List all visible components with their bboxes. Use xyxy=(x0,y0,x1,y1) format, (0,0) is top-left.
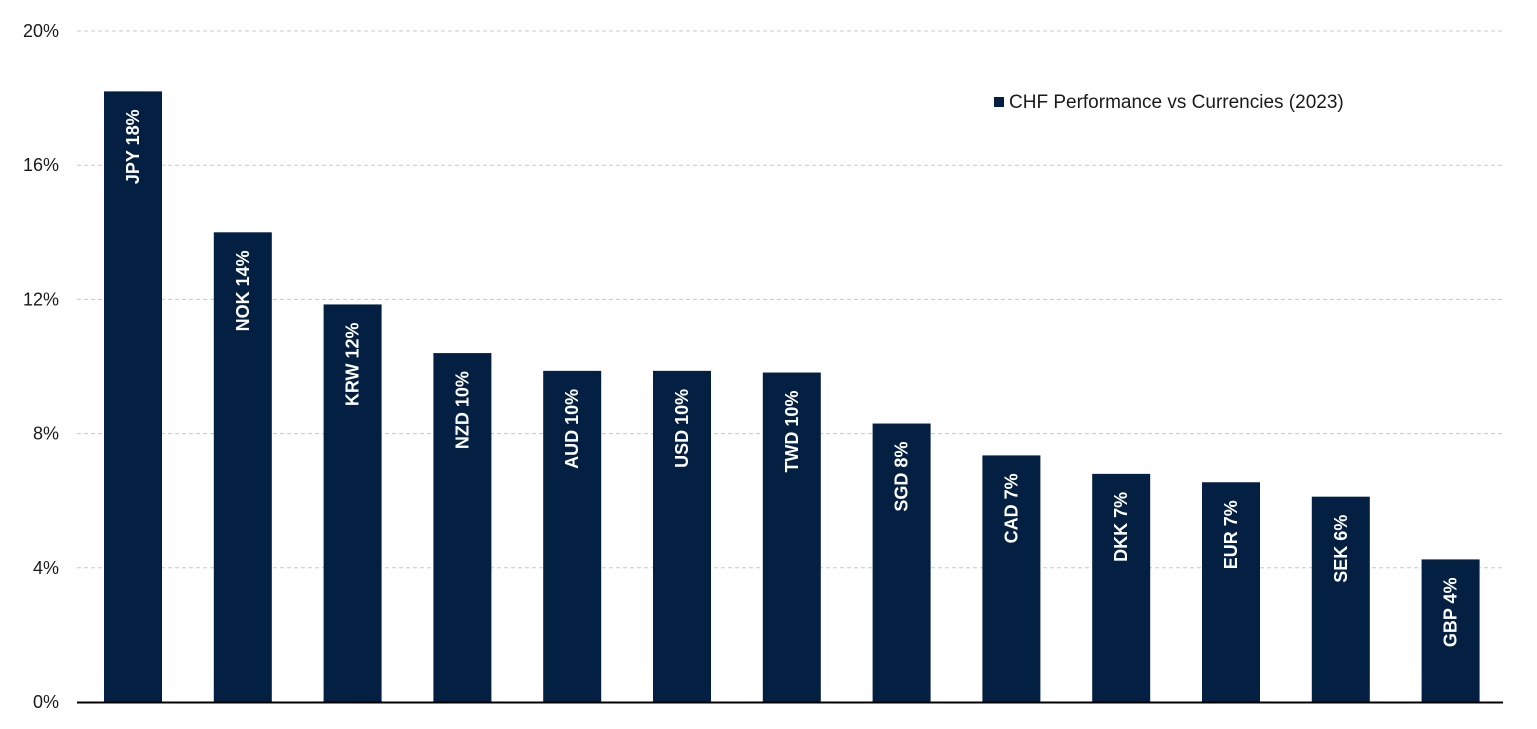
y-tick-label: 12% xyxy=(23,289,59,309)
bar-krw xyxy=(323,304,382,702)
y-tick-label: 4% xyxy=(33,558,59,578)
bar-gbp xyxy=(1421,559,1480,702)
bar-nok xyxy=(213,232,272,703)
bar-data-label: GBP 4% xyxy=(1441,577,1461,647)
bar-nzd xyxy=(433,353,492,702)
bar-sek xyxy=(1311,496,1370,702)
bar-data-label: USD 10% xyxy=(672,389,692,468)
bar-data-label: CAD 7% xyxy=(1001,473,1021,543)
bar-data-label: TWD 10% xyxy=(782,391,802,473)
bar-data-label: AUD 10% xyxy=(562,389,582,469)
bar-eur xyxy=(1202,482,1260,702)
bar-dkk xyxy=(1092,473,1151,702)
y-tick-label: 16% xyxy=(23,155,59,175)
bar-data-labels: JPY 18% NOK 14% KRW 12% NZD 10% AUD 10% USD 1… xyxy=(123,109,1461,647)
bar-data-label: SGD 8% xyxy=(892,442,912,512)
y-axis-tick-labels: 0% 4% 8% 12% 16% 20% xyxy=(23,21,59,712)
bar-data-label: SEK 6% xyxy=(1331,515,1351,583)
legend-label: CHF Performance vs Currencies (2023) xyxy=(1009,92,1344,113)
bar-data-label: NOK 14% xyxy=(233,250,253,331)
bar-cad xyxy=(982,455,1041,702)
bar-twd xyxy=(762,372,821,702)
bar-data-label: EUR 7% xyxy=(1221,500,1241,569)
bars xyxy=(104,91,1480,703)
bar-data-label: JPY 18% xyxy=(123,109,143,184)
bar-aud xyxy=(543,370,602,702)
bar-data-label: NZD 10% xyxy=(452,371,472,449)
bar-jpy xyxy=(104,91,162,702)
bar-sgd xyxy=(872,423,931,702)
legend: CHF Performance vs Currencies (2023) xyxy=(994,92,1344,113)
y-tick-label: 8% xyxy=(33,424,59,444)
y-tick-label: 0% xyxy=(33,692,59,712)
bar-usd xyxy=(653,370,711,702)
bar-data-label: KRW 12% xyxy=(343,322,363,406)
bar-data-label: DKK 7% xyxy=(1111,492,1131,562)
y-tick-label: 20% xyxy=(23,21,59,41)
legend-swatch xyxy=(994,97,1004,107)
